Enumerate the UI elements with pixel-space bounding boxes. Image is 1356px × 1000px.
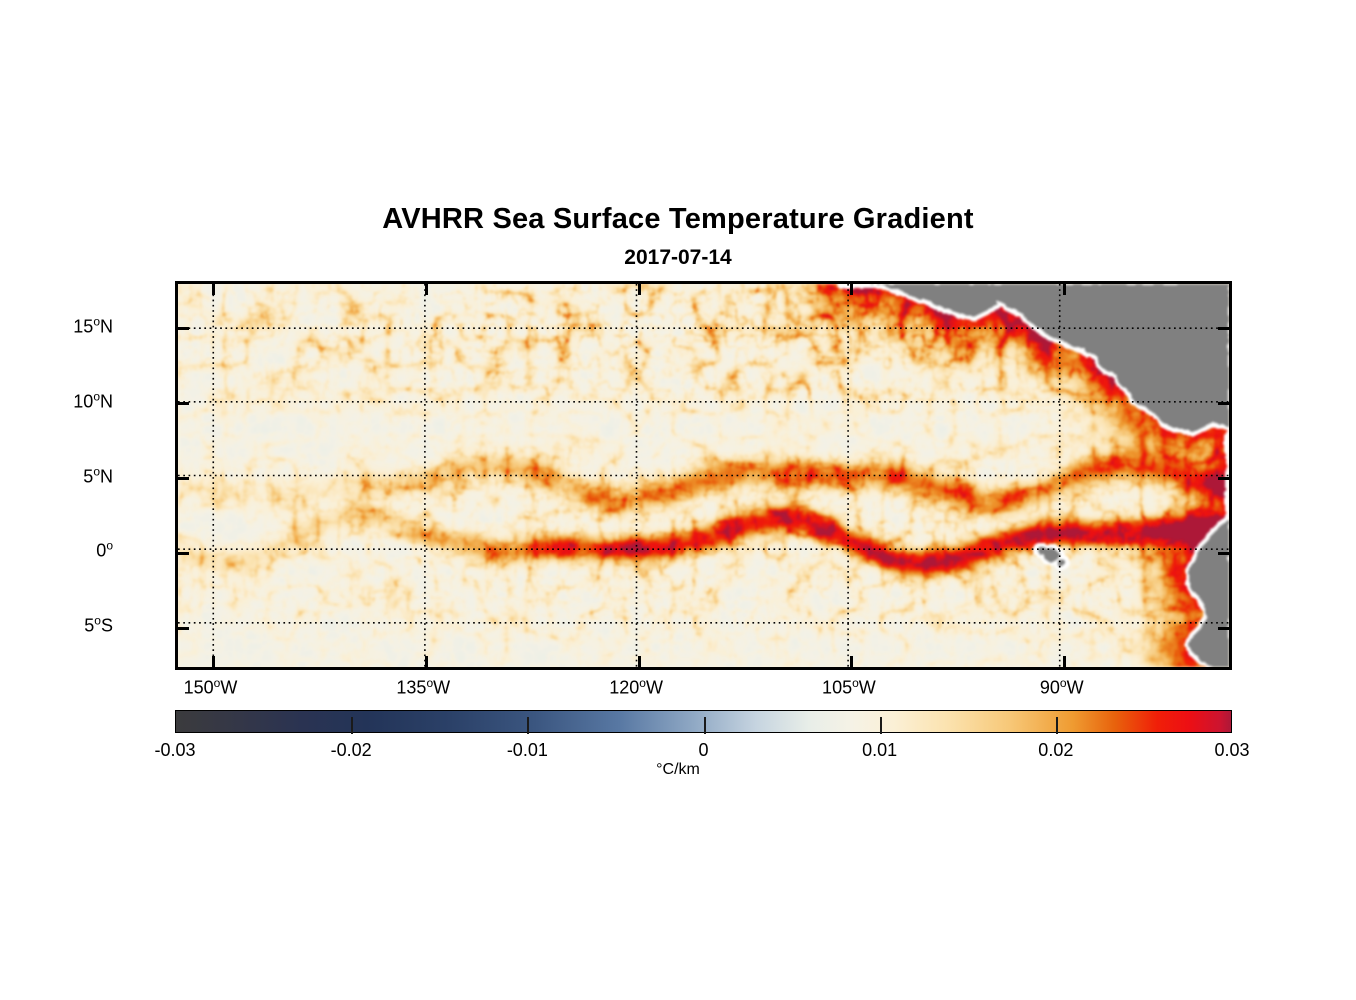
x-axis-label: 105oW — [822, 676, 876, 698]
colorbar-tick-label: 0.03 — [1214, 740, 1250, 760]
page-title: AVHRR Sea Surface Temperature Gradient — [382, 203, 974, 235]
y-axis-tick — [178, 626, 189, 630]
x-axis-tick — [850, 284, 854, 295]
colorbar-tick-label: 0 — [698, 740, 709, 760]
x-axis-label: 90oW — [1039, 676, 1084, 698]
x-axis-tick — [1063, 284, 1067, 295]
colorbar-tick-label: 0.02 — [1038, 740, 1074, 760]
y-axis-tick — [178, 327, 189, 331]
y-axis-label: 5oS — [84, 613, 113, 636]
colorbar-tick-label: -0.01 — [506, 740, 548, 760]
y-axis-label: 15oN — [73, 314, 113, 337]
x-axis-tick — [637, 284, 641, 295]
y-axis-tick — [1218, 327, 1229, 331]
y-axis-label: 0o — [96, 539, 113, 561]
title-block: AVHRR Sea Surface Temperature Gradient 2… — [0, 202, 1356, 271]
y-axis-tick — [178, 551, 189, 555]
y-axis-tick — [1218, 402, 1229, 406]
sst-gradient-heatmap — [178, 284, 1229, 667]
y-axis-label: 10oN — [73, 389, 113, 411]
x-axis-tick — [211, 284, 215, 295]
colorbar-tick — [527, 717, 530, 734]
y-axis-tick — [178, 477, 189, 480]
colorbar-unit-label: °C/km — [656, 761, 700, 778]
y-axis-tick — [1218, 626, 1229, 630]
y-axis-label: 5oN — [83, 464, 113, 486]
x-axis-tick — [424, 284, 428, 295]
y-axis-tick — [178, 402, 189, 406]
x-axis-label: 135oW — [396, 676, 451, 698]
x-axis-tick — [850, 656, 854, 667]
colorbar-tick — [703, 717, 706, 734]
colorbar-tick-label: 0.01 — [862, 740, 898, 760]
x-axis-label: 150oW — [183, 676, 238, 698]
y-axis-tick — [1218, 551, 1229, 555]
colorbar-tick — [1055, 717, 1058, 734]
x-axis-tick — [424, 656, 428, 667]
colorbar[interactable] — [175, 710, 1232, 734]
x-axis-label: 120oW — [609, 676, 663, 698]
page-subtitle: 2017-07-14 — [624, 246, 732, 269]
x-axis-tick — [637, 656, 641, 667]
map-plot-area[interactable] — [175, 281, 1232, 670]
colorbar-tick-label: -0.03 — [154, 740, 196, 760]
y-axis-tick — [1218, 477, 1229, 480]
colorbar-tick-label: -0.02 — [330, 740, 372, 760]
x-axis-tick — [211, 656, 215, 667]
x-axis-tick — [1063, 656, 1067, 667]
colorbar-tick — [351, 717, 354, 734]
colorbar-tick — [879, 717, 882, 734]
